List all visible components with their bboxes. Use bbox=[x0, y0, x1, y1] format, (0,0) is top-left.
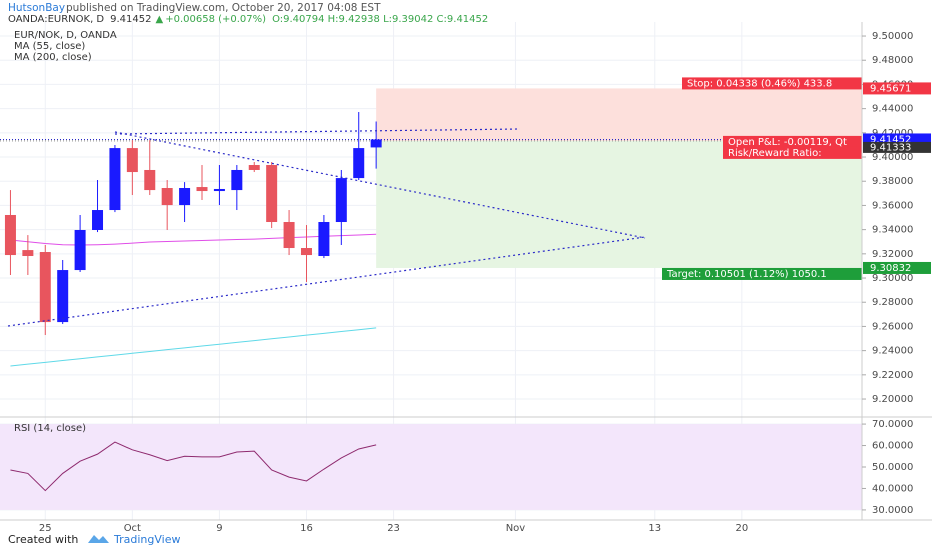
author[interactable]: HutsonBay bbox=[8, 2, 65, 14]
candle-body bbox=[179, 188, 191, 206]
price-badge bbox=[863, 261, 931, 274]
price-badge bbox=[863, 141, 931, 153]
y-tick-label: 9.22000 bbox=[872, 370, 913, 381]
candle-body bbox=[335, 178, 347, 223]
quote-line: OANDA:EURNOK, D 9.41452 ▲ +0.00658 (+0.07%)… bbox=[8, 14, 488, 25]
footer-brand[interactable]: TradingView bbox=[113, 533, 180, 546]
candle-body bbox=[74, 229, 86, 271]
price-badge bbox=[863, 82, 931, 95]
y-tick-label: 9.24000 bbox=[872, 346, 913, 357]
y-tick-label: 9.30000 bbox=[872, 273, 913, 284]
moving-average bbox=[10, 327, 377, 367]
y-tick-label: 50.0000 bbox=[872, 462, 913, 473]
candle-body bbox=[213, 188, 225, 192]
position-label-box bbox=[682, 77, 862, 90]
candle-body bbox=[248, 165, 260, 170]
main-pane bbox=[0, 88, 862, 367]
candle-body bbox=[92, 210, 104, 230]
trendline bbox=[114, 131, 646, 239]
y-tick-label: 9.34000 bbox=[872, 225, 913, 236]
price-badge-label: 9.41452 bbox=[870, 134, 911, 145]
position-label-box bbox=[723, 146, 862, 159]
legend-item: MA (55, close) bbox=[14, 41, 85, 52]
position-label: Stop: 0.04338 (0.46%) 433.8 bbox=[687, 78, 832, 89]
loss-zone bbox=[376, 88, 862, 141]
position-label: Target: 0.10501 (1.12%) 1050.1 bbox=[666, 269, 827, 280]
x-tick-label: 9 bbox=[216, 523, 222, 534]
position-label-box bbox=[662, 267, 862, 280]
y-tick-label: 9.42000 bbox=[872, 128, 913, 139]
overlay: Stop: 0.04338 (0.46%) 433.8 Open P&L: -0.… bbox=[0, 77, 862, 510]
price-badge-label: 9.41333 bbox=[870, 142, 911, 153]
trendline bbox=[7, 236, 646, 327]
rsi-line bbox=[10, 441, 377, 492]
y-tick-label: 9.48000 bbox=[872, 55, 913, 66]
y-tick-label: 30.0000 bbox=[872, 505, 913, 516]
candle-body bbox=[126, 148, 138, 173]
last: 9.41452 bbox=[110, 14, 151, 25]
x-tick-label: Oct bbox=[124, 523, 141, 534]
candle-body bbox=[370, 139, 382, 148]
candle-body bbox=[39, 252, 51, 323]
drawings bbox=[7, 128, 646, 327]
rsi-band bbox=[0, 424, 862, 510]
moving-average bbox=[10, 233, 377, 246]
x-tick-label: 16 bbox=[300, 523, 313, 534]
candle-body bbox=[266, 165, 278, 223]
y-tick-label: 9.40000 bbox=[872, 152, 913, 163]
rsi-title: RSI (14, close) bbox=[14, 423, 86, 434]
position-label-box bbox=[723, 135, 862, 148]
y-tick-label: 60.0000 bbox=[872, 441, 913, 452]
y-tick-label: 9.28000 bbox=[872, 297, 913, 308]
candle-body bbox=[144, 169, 156, 191]
y-tick-label: 9.32000 bbox=[872, 249, 913, 260]
x-tick-label: 13 bbox=[648, 523, 661, 534]
x-tick-label: 23 bbox=[387, 523, 400, 534]
symbol: OANDA:EURNOK, D bbox=[8, 14, 104, 25]
arrow: ▲ bbox=[156, 14, 164, 25]
legend-symbol: EUR/NOK, D, OANDA bbox=[14, 30, 117, 41]
y-tick-label: 9.26000 bbox=[872, 321, 913, 332]
y-tick-label: 9.44000 bbox=[872, 104, 913, 115]
y-tick-label: 9.50000 bbox=[872, 31, 913, 42]
candle-body bbox=[161, 188, 173, 206]
y-tick-label: 40.0000 bbox=[872, 483, 913, 494]
y-tick-label: 9.38000 bbox=[872, 176, 913, 187]
candle-body bbox=[109, 148, 121, 211]
published: published on TradingView.com, October 20… bbox=[66, 2, 381, 14]
candle-body bbox=[283, 222, 295, 249]
price-badge-label: 9.45671 bbox=[870, 83, 911, 94]
logo bbox=[88, 535, 109, 543]
candle-body bbox=[231, 169, 243, 191]
candle-body bbox=[4, 214, 16, 256]
candle-body bbox=[300, 248, 312, 256]
candle-body bbox=[196, 187, 208, 192]
profit-zone bbox=[376, 140, 862, 268]
legend-item: MA (200, close) bbox=[14, 52, 92, 63]
axes: 9.20000 9.22000 9.24000 9.26000 9.28000 9.300… bbox=[39, 31, 931, 534]
x-tick-label: Nov bbox=[506, 523, 526, 534]
x-tick-label: 20 bbox=[735, 523, 748, 534]
footer-created: Created with bbox=[8, 533, 78, 546]
y-tick-label: 9.36000 bbox=[872, 200, 913, 211]
candle-body bbox=[22, 250, 34, 257]
price-badge-label: 9.30832 bbox=[870, 263, 911, 274]
y-tick-label: 9.20000 bbox=[872, 394, 913, 405]
change: +0.00658 (+0.07%) bbox=[165, 14, 266, 25]
position-label: Open P&L: -0.00119, Qt bbox=[728, 137, 847, 148]
y-tick-label: 70.0000 bbox=[872, 419, 913, 430]
candle-body bbox=[353, 148, 365, 179]
candle-body bbox=[57, 270, 69, 323]
position-label: Risk/Reward Ratio: bbox=[728, 148, 822, 159]
candle-body bbox=[318, 222, 330, 257]
ohlc: O:9.40794 H:9.42938 L:9.39042 C:9.41452 bbox=[272, 14, 488, 25]
x-tick-label: 25 bbox=[39, 523, 52, 534]
